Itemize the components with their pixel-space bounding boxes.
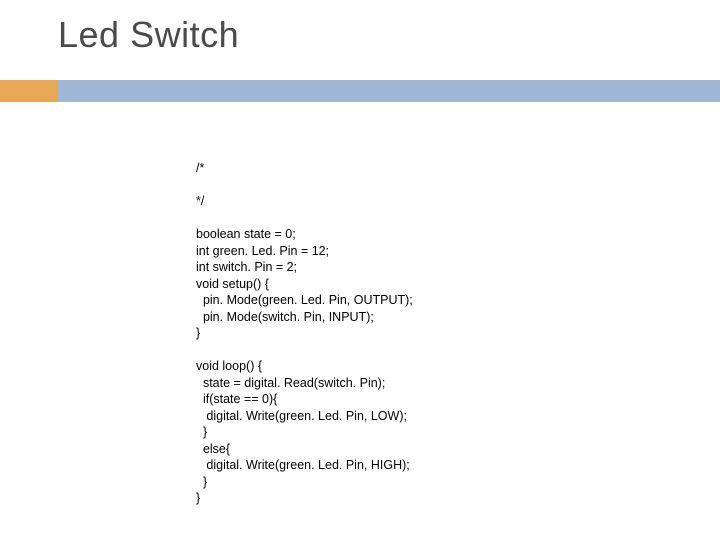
code-line: digital. Write(green. Led. Pin, HIGH); [196,458,410,472]
code-line: boolean state = 0; [196,227,296,241]
code-block: /* */ boolean state = 0; int green. Led.… [196,160,413,507]
code-line: /* [196,161,204,175]
accent-orange-segment [0,80,58,102]
code-line: else{ [196,442,230,456]
code-line: void setup() { [196,277,269,291]
code-line: int switch. Pin = 2; [196,260,297,274]
code-line: } [196,425,207,439]
code-line: } [196,491,200,505]
code-line: } [196,475,207,489]
slide-title: Led Switch [58,14,239,56]
code-line: */ [196,194,204,208]
accent-bar [0,80,720,102]
code-line: int green. Led. Pin = 12; [196,244,329,258]
code-line: state = digital. Read(switch. Pin); [196,376,385,390]
code-line: if(state == 0){ [196,392,277,406]
code-line: digital. Write(green. Led. Pin, LOW); [196,409,407,423]
code-line: } [196,326,200,340]
code-line: pin. Mode(switch. Pin, INPUT); [196,310,374,324]
code-line: pin. Mode(green. Led. Pin, OUTPUT); [196,293,413,307]
code-line: void loop() { [196,359,262,373]
accent-blue-segment [58,80,720,102]
